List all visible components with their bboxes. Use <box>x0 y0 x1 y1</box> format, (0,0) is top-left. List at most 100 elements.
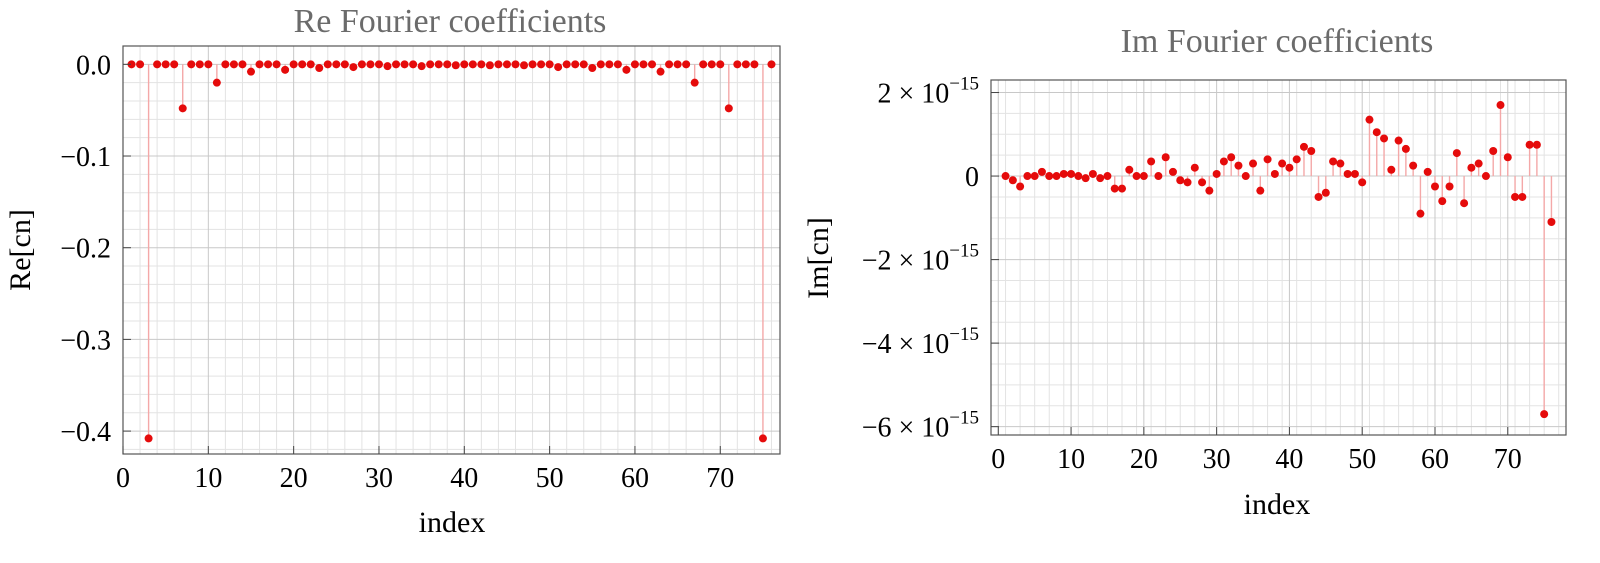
im-data-point <box>1263 155 1272 164</box>
im-x-tick-label: 20 <box>1130 444 1158 475</box>
re-data-point <box>349 63 358 72</box>
re-data-point <box>306 60 315 69</box>
im-y-tick-label: 2 × 10−15 <box>877 74 979 110</box>
im-y-tick-label: −6 × 10−15 <box>862 408 979 444</box>
re-data-point <box>187 60 196 69</box>
re-data-point <box>357 60 366 69</box>
re-y-tick-label: −0.4 <box>60 417 111 448</box>
re-grid <box>122 46 780 454</box>
im-x-axis-label: index <box>1244 488 1311 521</box>
re-data-point <box>537 60 546 69</box>
im-data-point <box>1343 169 1352 178</box>
im-data-point <box>1285 163 1294 172</box>
im-x-tick-label: 40 <box>1275 444 1303 475</box>
im-x-tick-labels: 0 10 20 30 40 50 60 70 <box>991 444 1521 475</box>
im-data-point <box>1270 169 1279 178</box>
re-points <box>127 60 776 443</box>
re-data-point <box>161 60 170 69</box>
re-data-point <box>246 67 255 76</box>
im-data-point <box>1321 188 1330 197</box>
im-data-point <box>1103 172 1112 181</box>
im-data-point <box>1401 144 1410 153</box>
re-data-point <box>468 60 477 69</box>
re-data-point <box>622 65 631 74</box>
re-y-tick-labels: 0.0 −0.1 −0.2 −0.3 −0.4 <box>60 50 111 448</box>
im-data-point <box>1219 157 1228 166</box>
im-data-point <box>1350 169 1359 178</box>
im-data-point <box>1511 192 1520 201</box>
re-data-point <box>673 60 682 69</box>
im-chart: Im Fourier coefficients 0 10 20 30 40 50 60 70 … <box>800 0 1600 558</box>
re-data-point <box>724 104 733 113</box>
re-data-point <box>451 61 460 70</box>
re-data-point <box>588 64 597 73</box>
im-data-point <box>1474 159 1483 168</box>
im-data-point <box>1023 172 1032 181</box>
re-data-point <box>136 60 145 69</box>
im-data-point <box>1052 172 1061 181</box>
im-data-point <box>1118 184 1127 193</box>
re-data-point <box>460 60 469 69</box>
im-points <box>1001 101 1556 419</box>
im-data-point <box>1532 140 1541 149</box>
re-data-point <box>571 60 580 69</box>
re-data-point <box>750 60 759 69</box>
re-data-point <box>562 60 571 69</box>
re-chart-svg: Re Fourier coefficients 0 10 20 30 40 50 60 70 … <box>4 3 781 539</box>
re-data-point <box>520 61 529 70</box>
im-data-point <box>1168 167 1177 176</box>
re-data-point <box>434 60 443 69</box>
im-data-point <box>1503 153 1512 162</box>
im-data-point <box>1481 172 1490 181</box>
re-x-tick-labels: 0 10 20 30 40 50 60 70 <box>116 463 734 494</box>
im-data-point <box>1452 149 1461 158</box>
re-data-point <box>605 60 614 69</box>
re-x-axis-label: index <box>419 506 486 539</box>
re-stems <box>147 64 764 439</box>
re-chart-title: Re Fourier coefficients <box>294 3 607 40</box>
re-data-point <box>758 434 767 443</box>
re-data-point <box>639 60 648 69</box>
im-data-point <box>1074 172 1083 181</box>
re-data-point <box>229 60 238 69</box>
re-data-point <box>741 60 750 69</box>
im-data-point <box>1525 140 1534 149</box>
im-data-point <box>1416 209 1425 218</box>
im-data-point <box>1037 167 1046 176</box>
re-data-point <box>144 434 153 443</box>
re-data-point <box>264 60 273 69</box>
re-data-point <box>511 60 520 69</box>
re-chart: Re Fourier coefficients 0 10 20 30 40 50 60 70 … <box>0 0 800 558</box>
im-data-point <box>1423 167 1432 176</box>
re-data-point <box>733 60 742 69</box>
im-data-point <box>1067 169 1076 178</box>
re-data-point <box>212 78 221 87</box>
re-x-tick-label: 0 <box>116 463 130 494</box>
re-data-point <box>400 60 409 69</box>
im-y-tick-label: −2 × 10−15 <box>862 241 979 277</box>
im-ticks <box>991 92 1509 435</box>
re-data-point <box>716 60 725 69</box>
re-data-point <box>494 60 503 69</box>
re-data-point <box>204 60 213 69</box>
re-x-tick-label: 10 <box>194 463 222 494</box>
im-data-point <box>1030 172 1039 181</box>
re-data-point <box>392 60 401 69</box>
im-data-point <box>1132 172 1141 181</box>
re-y-tick-label: 0.0 <box>76 50 111 81</box>
im-data-point <box>1110 184 1119 193</box>
im-data-point <box>1241 172 1250 181</box>
im-data-point <box>1016 182 1025 191</box>
re-data-point <box>656 67 665 76</box>
re-x-tick-label: 30 <box>365 463 393 494</box>
im-data-point <box>1176 176 1185 185</box>
im-data-point <box>1358 178 1367 187</box>
re-data-point <box>648 60 657 69</box>
im-grid <box>990 80 1566 435</box>
im-data-point <box>1045 172 1054 181</box>
im-data-point <box>1467 163 1476 172</box>
re-y-axis-label: Re[cn] <box>4 209 37 291</box>
re-data-point <box>767 60 776 69</box>
im-y-tick-label: 0 <box>965 162 979 193</box>
im-y-tick-labels: 2 × 10−15 0 −2 × 10−15 −4 × 10−15 −6 × 10−15 <box>862 74 979 444</box>
